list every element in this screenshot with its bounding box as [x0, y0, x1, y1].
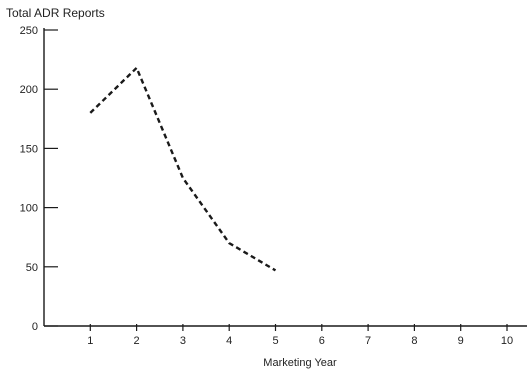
- y-tick-label: 250: [20, 25, 38, 37]
- x-tick-label: 10: [501, 335, 513, 347]
- x-tick-label: 8: [411, 335, 417, 347]
- x-tick-label: 2: [134, 335, 140, 347]
- y-axis-ticks: 0 50 100 150 200 250: [20, 25, 58, 333]
- x-tick-label: 3: [180, 335, 186, 347]
- y-tick-label: 150: [20, 143, 38, 155]
- y-tick-label: 200: [20, 84, 38, 96]
- y-tick-label: 100: [20, 203, 38, 215]
- x-tick-label: 4: [226, 335, 232, 347]
- chart-title: Total ADR Reports: [6, 6, 105, 20]
- x-tick-label: 6: [319, 335, 325, 347]
- y-tick-label: 0: [32, 321, 38, 333]
- x-tick-label: 1: [87, 335, 93, 347]
- x-tick-label: 9: [458, 335, 464, 347]
- x-tick-label: 5: [272, 335, 278, 347]
- x-axis-label: Marketing Year: [263, 357, 337, 369]
- x-tick-label: 7: [365, 335, 371, 347]
- y-tick-label: 50: [26, 262, 38, 274]
- series-line: [89, 65, 277, 272]
- x-axis-ticks: 1 2 3 4 5 6 7 8 9 10: [87, 324, 513, 347]
